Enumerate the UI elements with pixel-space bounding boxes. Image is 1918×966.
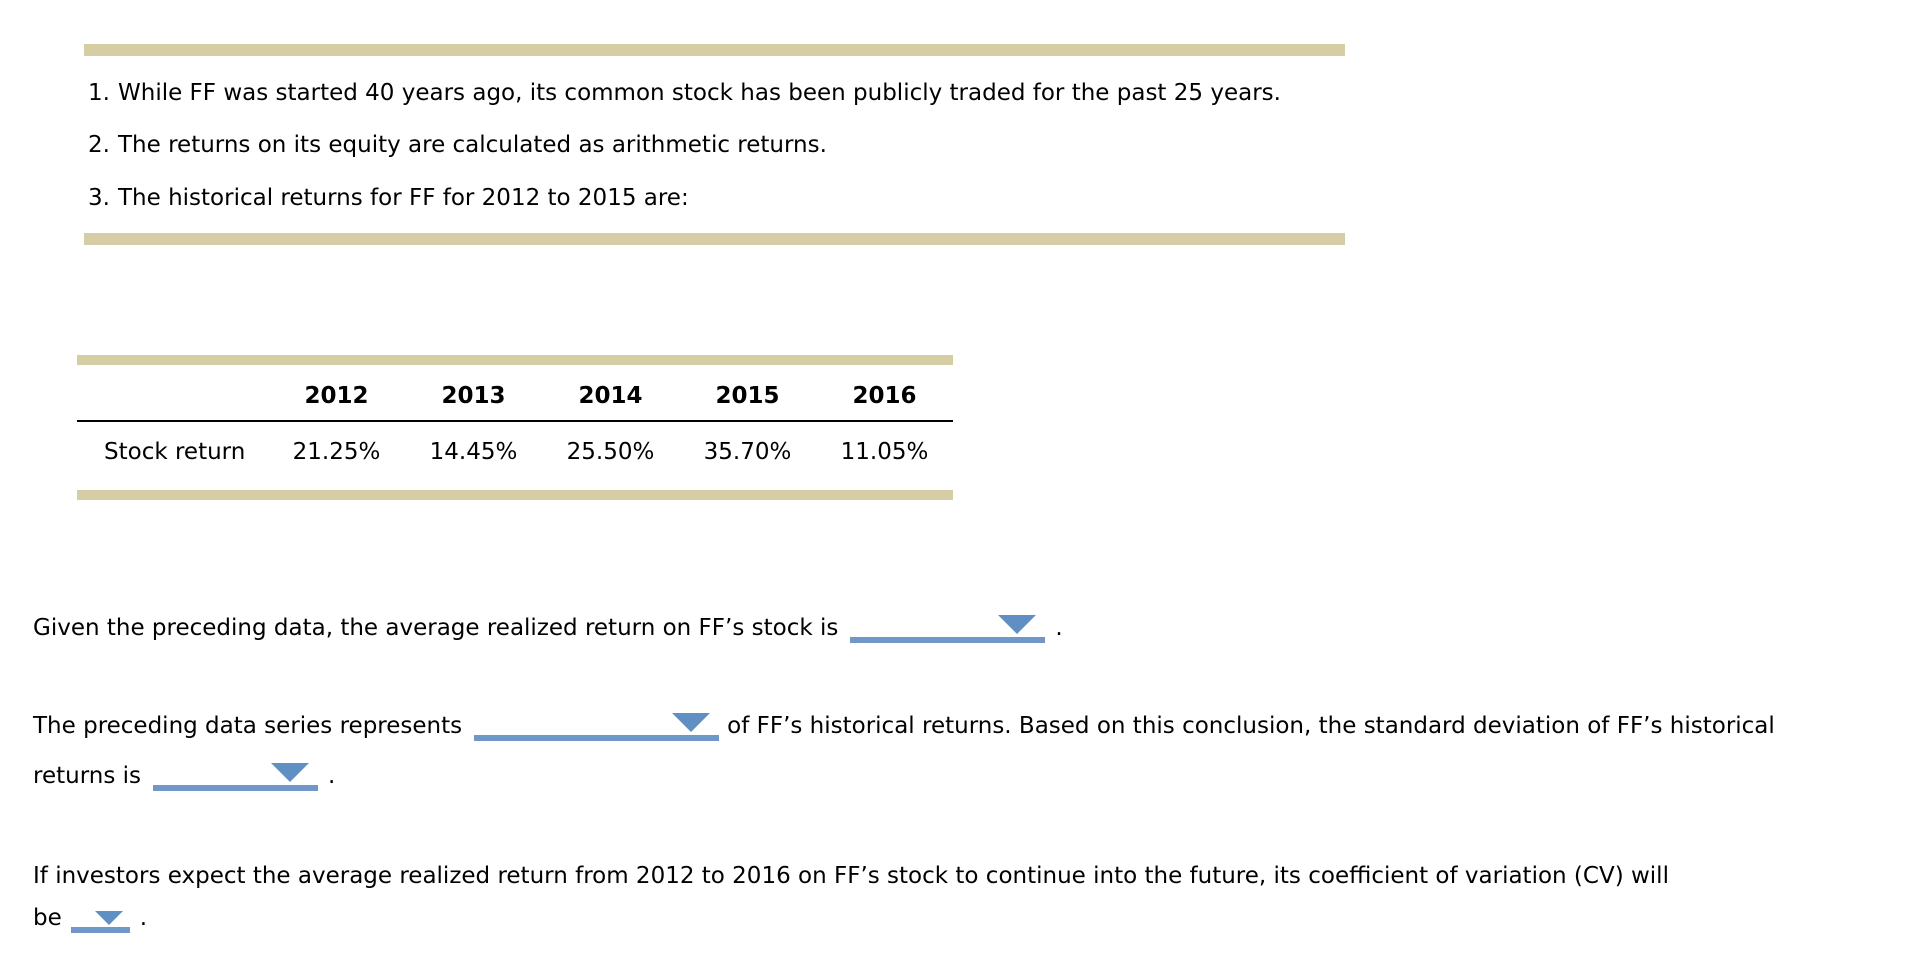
chevron-down-icon xyxy=(672,713,711,732)
question-cv-line1: If investors expect the average realized… xyxy=(33,861,1669,891)
assumption-text: While FF was started 40 years ago, its c… xyxy=(118,80,1281,106)
question-text: of FF’s historical returns. Based on thi… xyxy=(727,713,1775,739)
row-label: Stock return xyxy=(104,439,246,465)
return-value: 25.50% xyxy=(566,439,655,465)
table-row: Stock return 21.25% 14.45% 25.50% 35.70%… xyxy=(77,421,953,490)
return-value: 35.70% xyxy=(703,439,792,465)
question-text: If investors expect the average realized… xyxy=(33,863,1669,889)
question-avg-return: Given the preceding data, the average re… xyxy=(33,613,1063,643)
std-dev-dropdown[interactable] xyxy=(153,763,318,791)
punctuation: . xyxy=(139,905,148,931)
question-data-series-line2: returns is. xyxy=(33,761,335,791)
punctuation: . xyxy=(328,763,336,789)
top-divider xyxy=(84,44,1345,56)
assumption-item-3: 3. The historical returns for FF for 2012… xyxy=(88,183,689,213)
question-cv-line2: be. xyxy=(33,903,147,933)
question-text: returns is xyxy=(33,763,141,789)
chevron-down-icon xyxy=(271,763,309,782)
assumption-text: The historical returns for FF for 2012 t… xyxy=(118,185,689,211)
list-number: 1. xyxy=(88,80,110,106)
year-header: 2013 xyxy=(441,383,506,409)
year-header: 2014 xyxy=(578,383,643,409)
table-top-bar xyxy=(77,355,953,365)
return-value: 11.05% xyxy=(840,439,929,465)
assumption-item-2: 2. The returns on its equity are calculat… xyxy=(88,130,827,160)
list-number: 2. xyxy=(88,132,110,158)
chevron-down-icon xyxy=(998,615,1037,634)
data-series-type-dropdown[interactable] xyxy=(474,713,720,741)
question-data-series-line1: The preceding data series represents of F… xyxy=(33,711,1775,741)
year-header: 2015 xyxy=(715,383,780,409)
middle-divider xyxy=(84,233,1345,245)
historical-returns-table: 2012 2013 2014 2015 2016 Stock return 21… xyxy=(77,355,953,500)
chevron-down-icon xyxy=(94,911,123,925)
assumption-item-1: 1. While FF was started 40 years ago, its… xyxy=(88,78,1281,108)
question-text: be xyxy=(33,905,62,931)
empty-header-cell xyxy=(77,365,268,421)
year-header: 2012 xyxy=(304,383,369,409)
question-text: Given the preceding data, the average re… xyxy=(33,615,839,641)
assumption-text: The returns on its equity are calculated… xyxy=(118,132,827,158)
cv-dropdown[interactable] xyxy=(70,905,130,933)
return-value: 14.45% xyxy=(429,439,518,465)
question-text: The preceding data series represents xyxy=(33,713,463,739)
punctuation: . xyxy=(1055,615,1063,641)
avg-return-dropdown[interactable] xyxy=(850,615,1046,643)
table-bottom-bar xyxy=(77,490,953,500)
list-number: 3. xyxy=(88,185,110,211)
returns-table: 2012 2013 2014 2015 2016 Stock return 21… xyxy=(77,365,953,490)
year-header: 2016 xyxy=(852,383,917,409)
return-value: 21.25% xyxy=(292,439,381,465)
table-header-row: 2012 2013 2014 2015 2016 xyxy=(77,365,953,421)
